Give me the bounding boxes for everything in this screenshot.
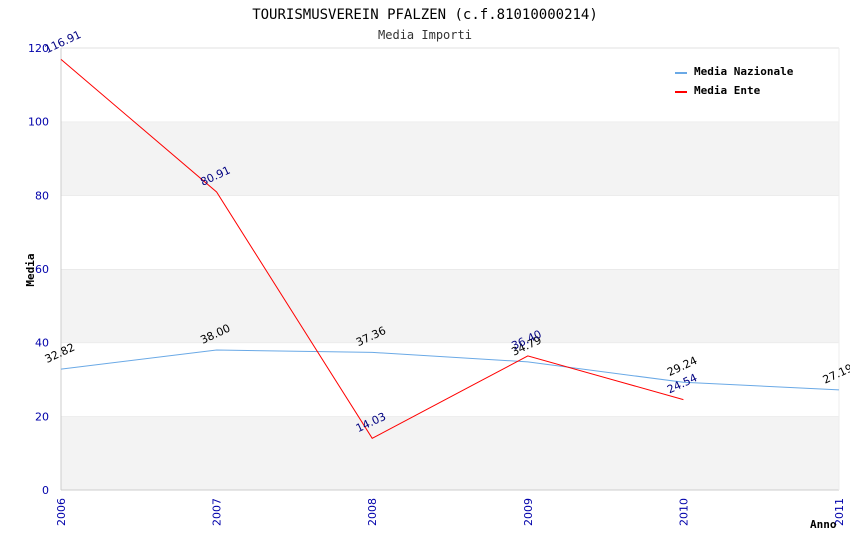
grid-band (61, 121, 839, 196)
legend-box (669, 60, 809, 101)
x-tick-label: 2007 (211, 498, 224, 526)
legend: Media Nazionale Media Ente (669, 60, 809, 101)
legend-label: Media Nazionale (694, 65, 794, 78)
series-group (60, 59, 840, 439)
x-tick-label: 2010 (677, 498, 690, 526)
x-tick-label: 2011 (833, 498, 846, 526)
x-tick-label: 2009 (522, 498, 535, 526)
x-axis-ticks: 2006 2007 2008 2009 2010 2011 (55, 498, 846, 526)
y-tick-label: 100 (28, 116, 49, 129)
grid-band (61, 416, 839, 490)
legend-label: Media Ente (694, 84, 761, 97)
y-tick-label: 80 (35, 189, 49, 202)
y-axis-ticks: 0 20 40 60 80 100 120 (28, 42, 49, 497)
y-axis-label: Media (24, 253, 37, 286)
y-tick-label: 120 (28, 42, 49, 55)
y-tick-label: 40 (35, 337, 49, 350)
grid-band (61, 342, 839, 417)
series-line-media-nazionale (60, 349, 840, 391)
series-line-media-ente (60, 59, 684, 439)
axes (60, 48, 840, 491)
chart-subtitle: Media Importi (378, 28, 472, 42)
chart-title: TOURISMUSVEREIN PFALZEN (c.f.81010000214… (252, 7, 598, 23)
grid-band (61, 195, 839, 269)
y-tick-label: 0 (42, 484, 49, 497)
x-tick-label: 2006 (55, 498, 68, 526)
y-tick-label: 60 (35, 263, 49, 276)
y-tick-label: 20 (35, 410, 49, 423)
x-tick-label: 2008 (366, 498, 379, 526)
x-axis-label: Anno (810, 518, 837, 531)
grid-bands (61, 47, 839, 490)
grid-band (61, 269, 839, 343)
